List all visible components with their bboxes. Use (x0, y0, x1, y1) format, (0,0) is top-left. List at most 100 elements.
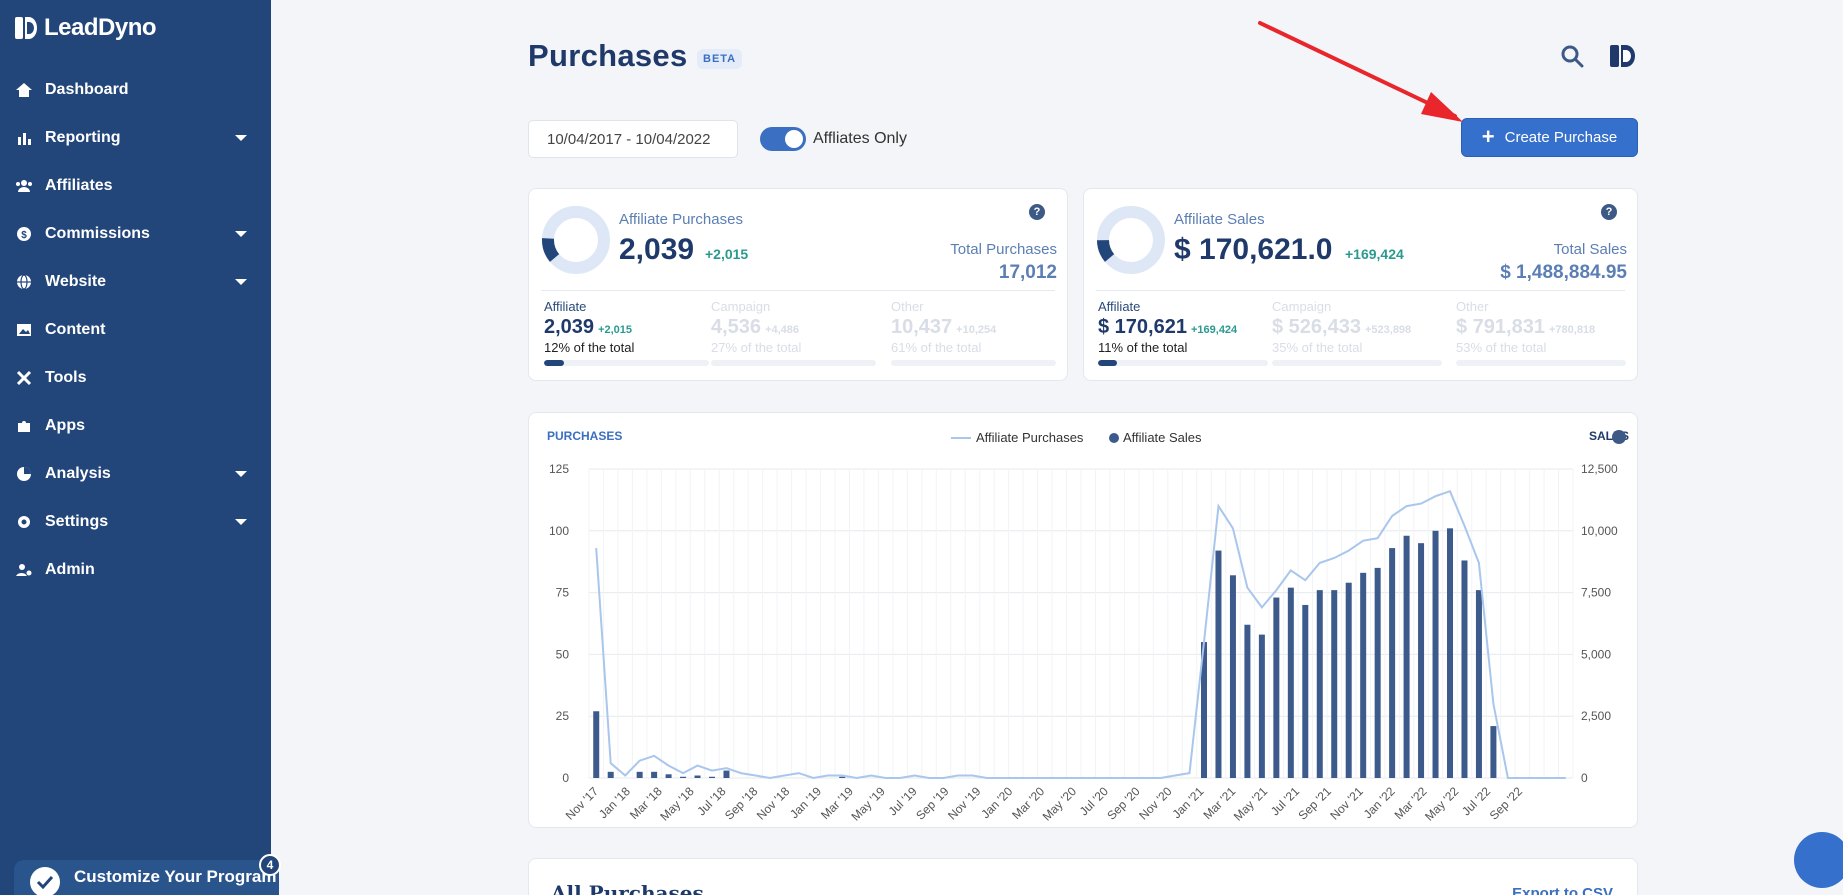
sales-bar (607, 771, 614, 778)
toggle-knob (785, 130, 803, 148)
sidebar-item-label: Content (45, 321, 106, 338)
card-divider (541, 290, 1055, 291)
export-csv-link[interactable]: Export to CSV (1512, 885, 1613, 895)
y-tick-label: 125 (549, 462, 569, 476)
x-tick-label: Nov '17 (563, 784, 602, 823)
sales-bar (680, 776, 687, 778)
x-tick-label: Sep '22 (1487, 784, 1526, 823)
sidebar-item-analysis[interactable]: Analysis (0, 450, 271, 498)
sales-bar (1229, 575, 1236, 778)
breakdown-label: Campaign (1272, 299, 1332, 314)
sales-bar (1418, 543, 1425, 778)
breakdown-progress-bar (544, 360, 709, 366)
breakdown-number: 10,437 (891, 316, 953, 338)
sales-bar (1461, 560, 1468, 778)
sidebar-item-tools[interactable]: Tools (0, 354, 271, 402)
sales-bar (839, 776, 846, 778)
sales-bar (709, 776, 715, 778)
breakdown-progress-bar (891, 360, 1056, 366)
breakdown-affiliate: Affiliate $ 170,621 +169,424 11% of the tot… (1098, 299, 1268, 366)
sidebar-item-label: Settings (45, 513, 109, 530)
sidebar-item-settings[interactable]: Settings (0, 498, 271, 546)
breakdown-value: $ 526,433 +523,898 (1272, 316, 1442, 339)
sales-bar (694, 775, 701, 778)
y-tick-label: 0 (562, 771, 569, 785)
y-tick-label: 75 (556, 586, 570, 600)
app-name: LeadDyno (44, 14, 157, 41)
purchases-donut-chart (541, 206, 610, 274)
sales-bar (1244, 624, 1251, 778)
card-divider (1096, 290, 1625, 291)
total-sales-value: $ 1,488,884.95 (1500, 262, 1627, 283)
affiliate-purchases-delta: +2,015 (705, 246, 749, 262)
breakdown-progress-bar (1456, 360, 1626, 366)
pie-chart-icon (17, 467, 31, 481)
x-tick-label: Nov '19 (945, 784, 984, 823)
leaddyno-mark-icon[interactable] (1609, 44, 1637, 68)
y2-tick-label: 5,000 (1581, 647, 1611, 661)
sidebar-item-label: Analysis (45, 465, 111, 482)
breakdown-value: $ 170,621 +169,424 (1098, 316, 1268, 339)
sales-bar (1389, 548, 1396, 778)
help-icon[interactable]: ? (1601, 204, 1617, 220)
sidebar-item-dashboard[interactable]: Dashboard (0, 66, 271, 114)
sidebar-nav: Dashboard Reporting Affiliates $ Commissions… (0, 66, 271, 594)
sidebar-item-commissions[interactable]: $ Commissions (0, 210, 271, 258)
chevron-down-icon (235, 519, 247, 525)
breakdown-delta: +10,254 (956, 324, 997, 336)
breakdown-delta: +169,424 (1190, 324, 1238, 336)
sidebar-item-label: Commissions (45, 225, 150, 242)
chevron-down-icon (235, 135, 247, 141)
breakdown-label: Other (891, 299, 924, 314)
sidebar-item-reporting[interactable]: Reporting (0, 114, 271, 162)
customize-program-button[interactable]: Customize Your Program 4 (14, 854, 281, 895)
affiliate-sales-card: ? Affiliate Sales $ 170,621.0 +169,424 T… (1083, 188, 1638, 381)
breakdown-percent: 27% of the total (711, 340, 802, 355)
affiliates-only-toggle[interactable] (760, 127, 806, 151)
beta-badge: BETA (697, 49, 743, 69)
customize-program-label: Customize Your Program (74, 867, 277, 886)
sidebar-item-label: Apps (45, 417, 85, 434)
breakdown-progress-bar (1098, 360, 1268, 366)
tools-icon (16, 370, 32, 386)
x-tick-label: Jan '20 (978, 784, 1015, 821)
breakdown-progress-bar (1272, 360, 1442, 366)
app-logo[interactable]: LeadDyno (14, 14, 157, 42)
sidebar-item-affiliates[interactable]: Affiliates (0, 162, 271, 210)
breakdown-campaign: Campaign 4,536 +4,486 27% of the total (711, 299, 876, 366)
sales-bar (593, 711, 600, 778)
legend-label: Affiliate Sales (1123, 430, 1202, 445)
user-gear-icon (16, 564, 32, 576)
sidebar-item-admin[interactable]: Admin (0, 546, 271, 594)
help-icon[interactable]: ? (1029, 204, 1045, 220)
x-tick-label: Sep '21 (1296, 784, 1335, 823)
create-purchase-button[interactable]: + Create Purchase (1461, 118, 1638, 157)
search-icon[interactable] (1560, 44, 1584, 68)
sidebar-item-website[interactable]: Website (0, 258, 271, 306)
chat-support-icon[interactable] (1794, 832, 1843, 888)
x-tick-label: Sep '19 (913, 784, 952, 823)
legend-label: Affiliate Purchases (976, 430, 1084, 445)
y-tick-label: 50 (556, 647, 570, 661)
sales-bar (1287, 587, 1294, 778)
puzzle-icon (18, 421, 30, 432)
globe-icon (17, 274, 31, 290)
sidebar-item-apps[interactable]: Apps (0, 402, 271, 450)
customize-badge: 4 (259, 854, 281, 876)
breakdown-progress-bar (711, 360, 876, 366)
affiliate-sales-value: $ 170,621.0 (1174, 233, 1333, 266)
sidebar-item-label: Reporting (45, 129, 121, 146)
breakdown-delta: +2,015 (598, 324, 633, 336)
breakdown-number: 4,536 (711, 316, 762, 338)
sales-bar (1201, 642, 1207, 778)
sidebar-item-label: Tools (45, 369, 87, 386)
y2-tick-label: 7,500 (1581, 586, 1611, 600)
sidebar-item-content[interactable]: Content (0, 306, 271, 354)
sales-bar (1302, 604, 1309, 778)
date-range-input[interactable]: 10/04/2017 - 10/04/2022 (528, 120, 738, 158)
sales-bar (1273, 597, 1280, 778)
breakdown-progress-fill (1098, 360, 1117, 366)
breakdown-value: 2,039 +2,015 (544, 316, 709, 339)
sales-bar (1475, 590, 1482, 778)
